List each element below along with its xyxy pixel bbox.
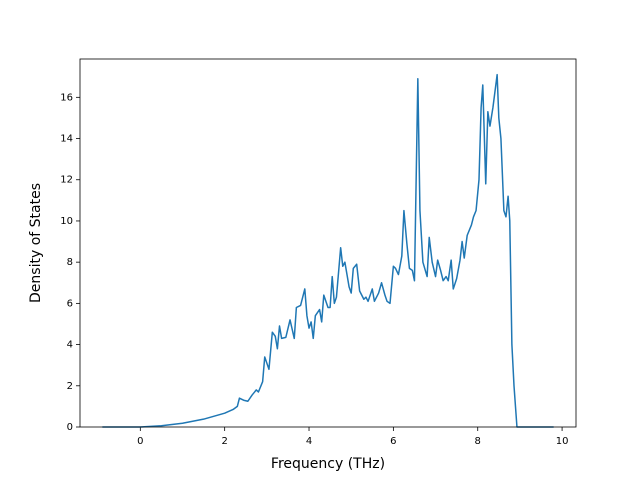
axes-frame	[79, 58, 577, 428]
y-tick-label: 10	[60, 216, 73, 227]
y-tick-label: 4	[67, 340, 73, 351]
y-tick-label: 2	[67, 381, 73, 392]
y-tick-label: 6	[67, 298, 73, 309]
x-axis-label: Frequency (THz)	[271, 456, 385, 472]
x-tick-label: 4	[306, 436, 312, 447]
data-line	[102, 73, 554, 428]
y-tick-label: 8	[67, 257, 73, 268]
y-tick-label: 0	[67, 422, 73, 433]
x-tick-label: 0	[137, 436, 143, 447]
x-tick-label: 10	[556, 436, 569, 447]
y-tick-label: 14	[60, 134, 73, 145]
x-tick-label: 2	[221, 436, 227, 447]
y-axis-label: Density of States	[28, 183, 44, 303]
x-tick-label: 8	[475, 436, 481, 447]
y-tick-label: 12	[60, 175, 73, 186]
y-tick-label: 16	[60, 92, 73, 103]
x-tick-label: 6	[390, 436, 396, 447]
